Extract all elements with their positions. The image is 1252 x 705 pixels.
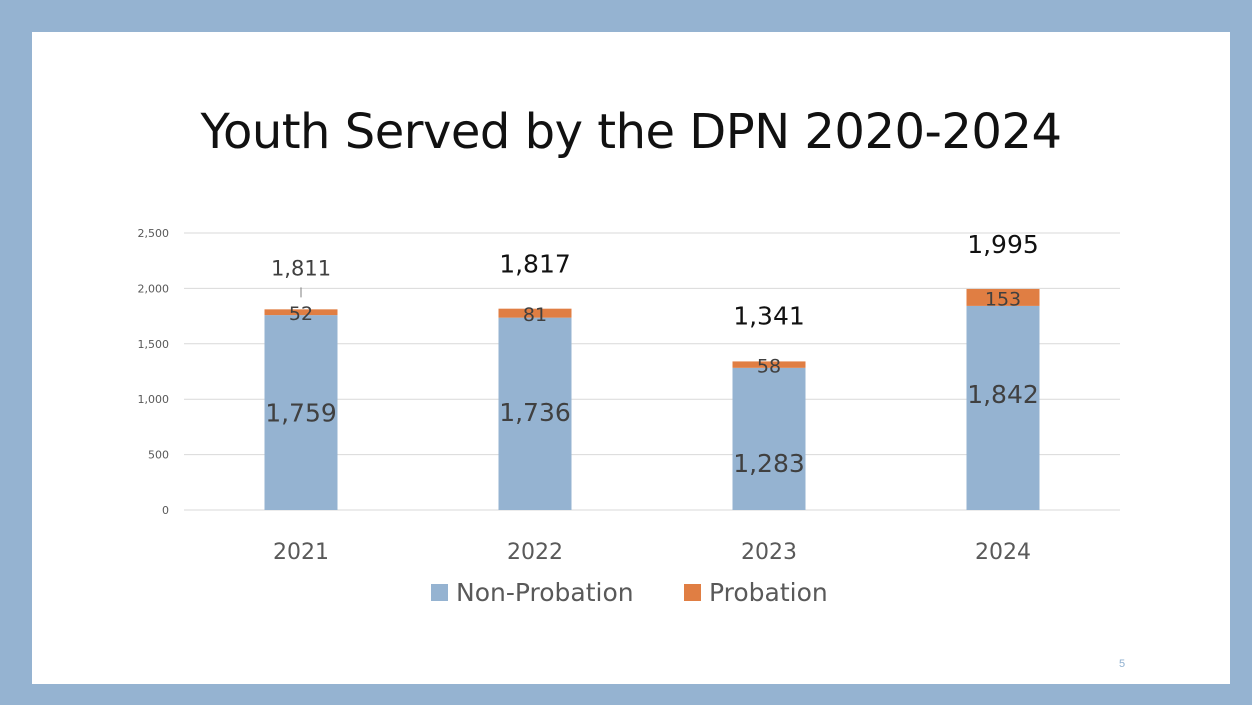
legend-label-probation: Probation (709, 578, 828, 607)
bar-probation (966, 288, 1040, 306)
x-axis: 2021 2022 2023 2024 (273, 540, 1031, 565)
data-label-total: 1,811 (271, 256, 331, 280)
data-label-non-probation: 1,736 (499, 398, 571, 427)
bar-non-probation (732, 367, 806, 510)
data-label-non-probation: 1,842 (967, 380, 1039, 409)
data-label-non-probation: 1,283 (733, 449, 805, 478)
legend: Non-Probation Probation (431, 578, 828, 607)
bar-non-probation (498, 317, 572, 510)
y-tick-label: 0 (162, 504, 169, 517)
legend-swatch-non-probation (431, 584, 448, 601)
data-label-non-probation: 1,759 (265, 399, 337, 428)
legend-swatch-probation (684, 584, 701, 601)
x-tick-label: 2022 (507, 540, 563, 565)
bar-non-probation (966, 305, 1040, 510)
gridlines (184, 232, 1120, 511)
page-number: 5 (1119, 658, 1126, 670)
y-axis: 0 500 1,000 1,500 2,000 2,500 (138, 227, 170, 517)
y-tick-label: 500 (148, 449, 169, 462)
x-tick-label: 2023 (741, 540, 797, 565)
bar-probation (732, 361, 806, 368)
y-tick-label: 2,500 (138, 227, 170, 240)
bars (264, 288, 1040, 510)
slide: Youth Served by the DPN 2020-2024 0 500 1,… (32, 32, 1230, 684)
data-label-total: 1,995 (967, 230, 1039, 259)
legend-label-non-probation: Non-Probation (456, 578, 634, 607)
data-label-total: 1,341 (733, 301, 805, 330)
y-tick-label: 2,000 (138, 282, 170, 295)
bar-non-probation (264, 315, 338, 510)
slide-title: Youth Served by the DPN 2020-2024 (200, 104, 1063, 160)
data-label-probation: 58 (757, 356, 781, 378)
data-label-probation: 52 (289, 303, 313, 325)
bar-probation (264, 309, 338, 316)
data-label-total: 1,817 (499, 250, 571, 279)
y-tick-label: 1,000 (138, 393, 170, 406)
bar-probation (498, 308, 572, 318)
data-label-probation: 81 (523, 304, 547, 326)
x-tick-label: 2021 (273, 540, 329, 565)
x-tick-label: 2024 (975, 540, 1031, 565)
data-labels: 1,759 52 1,811 1,736 81 1,817 1,283 58 1,341 1,84… (265, 230, 1039, 478)
y-tick-label: 1,500 (138, 338, 170, 351)
data-label-probation: 153 (985, 288, 1021, 310)
